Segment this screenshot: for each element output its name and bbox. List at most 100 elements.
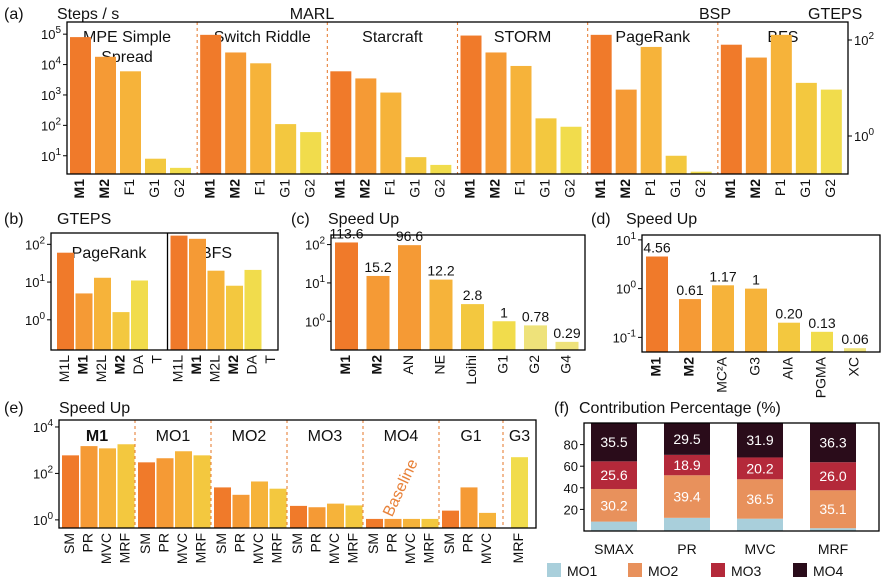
panel-a-bar: [275, 124, 297, 174]
panel-a-xtick-label: M2: [357, 179, 373, 199]
panel-a-bar: [200, 34, 222, 174]
panel-b-ytick-label: 101: [25, 273, 45, 290]
panel-d-xtick-label: XC: [846, 357, 862, 376]
panel-b-group-name: PageRank: [72, 245, 148, 262]
panel-f-bar-segment: [810, 462, 856, 491]
panel-d-xtick-label: M1: [648, 357, 664, 377]
panel-d-title: Speed Up: [626, 211, 697, 228]
panel-a-bar: [770, 34, 792, 174]
panel-d-ytick-label: 100: [616, 280, 636, 297]
panel-a-xtick-label: G2: [171, 179, 187, 198]
panel-f-legend-swatch: [547, 563, 561, 577]
panel-d-bar: [778, 322, 800, 352]
panel-b-bar: [226, 285, 243, 350]
panel-d-xtick-label: AIA: [780, 356, 796, 379]
panel-a-bar: [225, 52, 247, 174]
panel-c-bar: [461, 304, 484, 350]
panel-b-xtick-label: M2L: [207, 355, 223, 382]
panel-a-bar: [460, 35, 482, 175]
panel-c-xtick-label: AN: [400, 355, 416, 374]
panel-e-bar: [460, 487, 478, 528]
panel-e-xtick-label: PR: [232, 533, 248, 552]
panel-a-xtick-label: M1: [332, 179, 348, 199]
panel-a-header-marl: MARL: [290, 6, 335, 23]
panel-a-bar: [485, 52, 507, 174]
panel-e-xtick-label: MRF: [421, 533, 437, 563]
panel-a-xtick-label: M2: [96, 179, 112, 199]
panel-d-bar: [811, 331, 833, 352]
panel-f-segment-label: 26.0: [819, 468, 846, 484]
panel-a-xtick-label: G2: [822, 179, 838, 198]
panel-e-xtick-label: SM: [289, 533, 305, 554]
panel-f-ytick-label: 40: [564, 481, 578, 496]
panel-a-ytick-label: 101: [41, 147, 61, 164]
panel-e-xtick-label: PR: [460, 533, 476, 552]
panel-e-group-name: MO4: [384, 428, 419, 445]
panel-c-data-label: 12.2: [427, 263, 454, 279]
panel-e-xtick-label: MVC: [402, 533, 418, 564]
panel-a-bar: [690, 171, 712, 174]
panel-e-bar: [80, 446, 98, 528]
panel-e-xtick-label: SM: [365, 533, 381, 554]
panel-e-frame: [58, 419, 537, 529]
panel-a-bar: [330, 71, 352, 174]
panel-f-bar-segment: [737, 479, 783, 519]
panel-a-xtick-label: G1: [146, 179, 162, 198]
panel-d-data-label: 0.13: [808, 315, 835, 331]
panel-a-bar: [145, 158, 166, 174]
panel-e-bar: [290, 505, 307, 528]
panel-a-bar: [535, 118, 557, 174]
panel-f-bar-segment: [591, 521, 637, 531]
panel-a-xtick-label: F1: [512, 179, 528, 196]
panel-e-xtick-label: PR: [308, 533, 324, 552]
panel-a-xtick-label: G1: [407, 179, 423, 198]
panel-e-xtick-label: MVC: [478, 533, 494, 564]
panel-a-bar: [120, 71, 141, 174]
panel-d-bar: [712, 285, 734, 352]
panel-f-ytick-label: 20: [564, 502, 578, 517]
panel-c-bar: [366, 275, 390, 350]
panel-d-ytick-label: 10-1: [613, 328, 637, 345]
panel-a-frame: [66, 21, 849, 175]
panel-e-xtick-label: PR: [384, 533, 400, 552]
panel-a-ytick-right-label: 102: [854, 31, 874, 48]
panel-a-group-name: PageRank: [615, 29, 691, 46]
panel-a-xtick-label: M2: [487, 179, 503, 199]
panel-e-xtick-label: SM: [441, 533, 457, 554]
panel-c-data-label: 0.29: [553, 325, 580, 341]
panel-e-group-name: G1: [460, 428, 481, 445]
panel-b-xtick-label: M2L: [93, 355, 109, 382]
panel-a-xtick-label: G2: [692, 179, 708, 198]
panel-d-xtick-label: MC²A: [714, 356, 730, 392]
panel-f-bar-segment: [737, 518, 783, 531]
panel-e-xtick-label: MVC: [250, 533, 266, 564]
panel-d-label: (d): [591, 211, 611, 228]
panel-f-ytick-label: 60: [564, 459, 578, 474]
panel-d-xtick-label: PGMA: [813, 356, 829, 398]
panel-a-xtick-label: M1: [592, 179, 608, 199]
panel-b-xtick-label: M2: [112, 355, 128, 375]
panel-a-xtick-label: F1: [251, 179, 267, 196]
panel-a-xtick-label: G2: [301, 179, 317, 198]
panel-f-bar-segment: [664, 475, 710, 518]
panel-a-ytick-label: 104: [41, 56, 61, 73]
panel-a-xtick-label: M1: [201, 179, 217, 199]
panel-c-frame: [330, 234, 586, 351]
panel-a-xtick-label: P1: [772, 179, 788, 196]
panel-f-segment-label: 31.9: [746, 432, 773, 448]
panel-e-bar: [99, 448, 116, 528]
panel-f-segment-label: 18.9: [673, 457, 700, 473]
panel-a-group-name-line1: MPE Simple: [83, 29, 171, 46]
panel-e-xtick-label: PR: [156, 533, 172, 552]
panel-f-legend-swatch: [793, 563, 807, 577]
panel-b-xtick-label: T: [262, 355, 278, 364]
panel-a-xtick-label: G1: [537, 179, 553, 198]
panel-b-frame: [50, 232, 279, 351]
panel-f-bar-segment: [810, 528, 856, 531]
panel-e-bar: [251, 481, 268, 528]
panel-b-label: (b): [4, 211, 24, 228]
panel-e-bar: [308, 507, 326, 528]
panel-f-bar-segment: [591, 461, 637, 489]
panel-e-xtick-label: MRF: [117, 533, 133, 563]
panel-f-legend-swatch: [628, 563, 642, 577]
